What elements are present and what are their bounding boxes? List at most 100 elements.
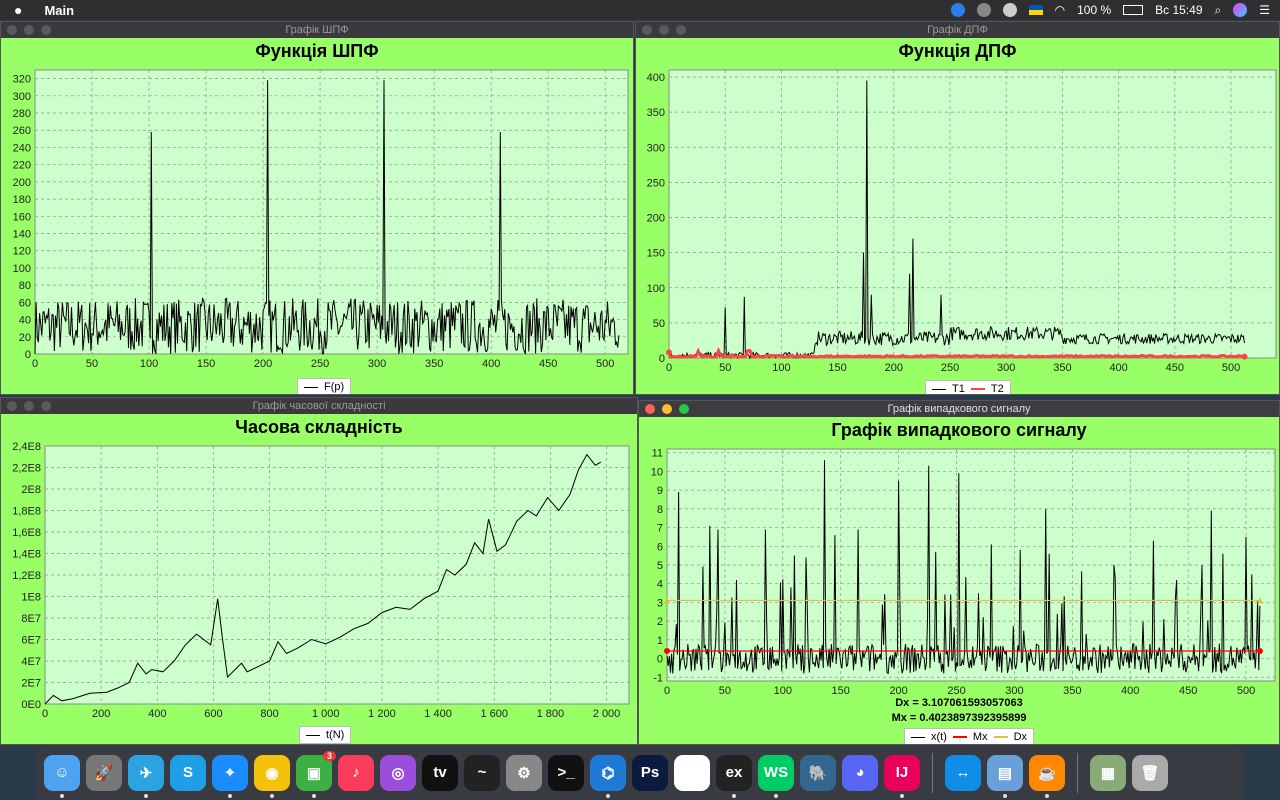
running-indicator [1045, 793, 1049, 798]
minimize-button[interactable] [659, 25, 669, 35]
y-tick-label: 1,8E8 [12, 506, 41, 518]
dock-activity-monitor-icon[interactable]: ~ [464, 754, 500, 791]
minimize-button[interactable] [24, 25, 34, 35]
dock-preview-icon[interactable]: ▤ [987, 754, 1023, 798]
random-signal-window-titlebar[interactable]: Графік випадкового сигналу [639, 401, 1279, 417]
menu-bar: ● Main ◠ 100 % Вс 15:49 ⌕ ☰ [0, 0, 1280, 20]
dock-tv-icon[interactable]: tv [422, 754, 458, 791]
y-tick-label: 4E7 [21, 656, 41, 668]
search-icon[interactable]: ⌕ [1214, 2, 1222, 17]
dock-terminal-icon[interactable]: >_ [548, 754, 584, 791]
dock-slack-icon[interactable]: # [674, 754, 710, 791]
dft-window-titlebar[interactable]: Графік ДПФ [636, 22, 1279, 38]
dock-facetime-icon[interactable]: ▣ 3 [296, 750, 336, 798]
x-tick-label: 500 [1237, 685, 1255, 697]
plot-area [44, 445, 630, 705]
dock-skype-icon[interactable]: S [170, 754, 206, 791]
series-marker-T2 [1241, 353, 1248, 360]
minimize-button[interactable] [24, 401, 34, 411]
control-center-icon[interactable]: ☰ [1259, 3, 1270, 17]
x-tick-label: 300 [1005, 685, 1023, 697]
legend-marker-icon [952, 736, 967, 738]
zoom-button[interactable] [679, 404, 689, 414]
dock-telegram-icon[interactable]: ✈ [128, 754, 164, 798]
x-tick-label: 400 [148, 708, 166, 720]
x-tick-label: 200 [254, 358, 272, 370]
dock-podcasts-icon[interactable]: ◎ [380, 754, 416, 791]
close-button[interactable] [7, 401, 17, 411]
battery-icon[interactable] [1123, 5, 1144, 15]
dock-photoshop-icon[interactable]: Ps [632, 754, 668, 791]
dock-intellij-icon[interactable]: IJ [884, 754, 920, 798]
cloud-status-icon[interactable] [976, 3, 991, 17]
dock-launchpad-icon[interactable]: 🚀 [86, 754, 122, 791]
window-title: Графік випадкового сигналу [887, 403, 1031, 415]
y-tick-label: 150 [647, 248, 665, 260]
y-tick-label: 2E8 [21, 484, 41, 496]
y-tick-label: 6 [657, 541, 663, 553]
wifi-icon[interactable]: ◠ [1054, 3, 1066, 17]
running-indicator [228, 793, 232, 798]
dock-safari-icon[interactable]: ⌖ [212, 754, 248, 798]
y-tick-label: 11 [652, 448, 663, 460]
app-menu-name[interactable]: Main [44, 2, 75, 18]
chart-title: Функція ШПФ [255, 41, 379, 61]
apple-menu-icon[interactable]: ● [14, 2, 23, 18]
dock-teamviewer-icon[interactable]: ↔ [945, 754, 981, 791]
zoom-button[interactable] [41, 25, 51, 35]
dock-finder-icon[interactable]: ☺ [44, 754, 80, 798]
y-tick-label: 3 [657, 597, 663, 609]
dock-separator [932, 752, 933, 793]
running-indicator [1003, 793, 1007, 798]
x-tick-label: 250 [311, 358, 329, 370]
dock-postgresql-icon[interactable]: 🐘 [800, 754, 836, 791]
plot-area [34, 69, 629, 355]
clock[interactable]: Вс 15:49 [1155, 3, 1203, 17]
ukraine-flag-icon[interactable] [1028, 5, 1043, 15]
teamviewer-status-icon[interactable] [950, 3, 965, 17]
zoom-button[interactable] [676, 25, 686, 35]
y-tick-label: 220 [13, 160, 31, 172]
fft-window-titlebar[interactable]: Графік ШПФ [1, 22, 633, 38]
dock-webstorm-icon[interactable]: WS [758, 754, 794, 798]
x-tick-label: 200 [885, 362, 903, 374]
close-button[interactable] [7, 25, 17, 35]
close-button[interactable] [642, 25, 652, 35]
dock-vs-code-icon[interactable]: ⌬ [590, 754, 626, 798]
running-indicator [900, 793, 904, 798]
complexity-window: Графік часової складності Часова складні… [0, 397, 638, 745]
legend-label: Dx [1013, 731, 1028, 743]
y-tick-label: 400 [647, 72, 665, 84]
y-tick-label: 0 [659, 353, 665, 365]
dock-trash-icon[interactable]: 🗑 [1132, 754, 1168, 791]
dock-discord-icon[interactable]: ◕ [842, 754, 878, 791]
x-tick-label: 0 [666, 362, 672, 374]
legend-line-icon [932, 388, 946, 390]
telegram-status-icon[interactable] [1002, 3, 1017, 17]
legend-label: x(t) [931, 731, 947, 743]
complexity-window-titlebar[interactable]: Графік часової складності [1, 398, 637, 414]
zoom-button[interactable] [41, 401, 51, 411]
dock-script-editor-icon[interactable]: ex [716, 754, 752, 798]
y-tick-label: 0 [657, 654, 663, 666]
series-marker-Dx [1256, 597, 1263, 604]
siri-icon[interactable] [1233, 3, 1248, 17]
close-button[interactable] [645, 404, 655, 414]
chart-title: Часова складність [235, 417, 403, 437]
x-tick-label: 200 [92, 708, 110, 720]
legend-line-icon [911, 736, 925, 738]
x-tick-label: 350 [1063, 685, 1081, 697]
y-tick-label: 50 [653, 318, 665, 330]
dock-java-icon[interactable]: ☕ [1029, 754, 1065, 798]
dock-chrome-icon[interactable]: ◉ [254, 754, 290, 798]
y-tick-label: 4 [657, 579, 663, 591]
x-tick-label: 150 [828, 362, 846, 374]
y-tick-label: 40 [19, 315, 31, 327]
window-title: Графік часової складності [252, 400, 386, 412]
y-tick-label: 300 [13, 91, 31, 103]
dock-music-icon[interactable]: ♪ [338, 754, 374, 791]
minimize-button[interactable] [662, 404, 672, 414]
dock-system-preferences-icon[interactable]: ⚙ [506, 754, 542, 791]
battery-percent: 100 % [1077, 3, 1112, 17]
dock-downloads-icon[interactable]: ▦ [1090, 754, 1126, 791]
